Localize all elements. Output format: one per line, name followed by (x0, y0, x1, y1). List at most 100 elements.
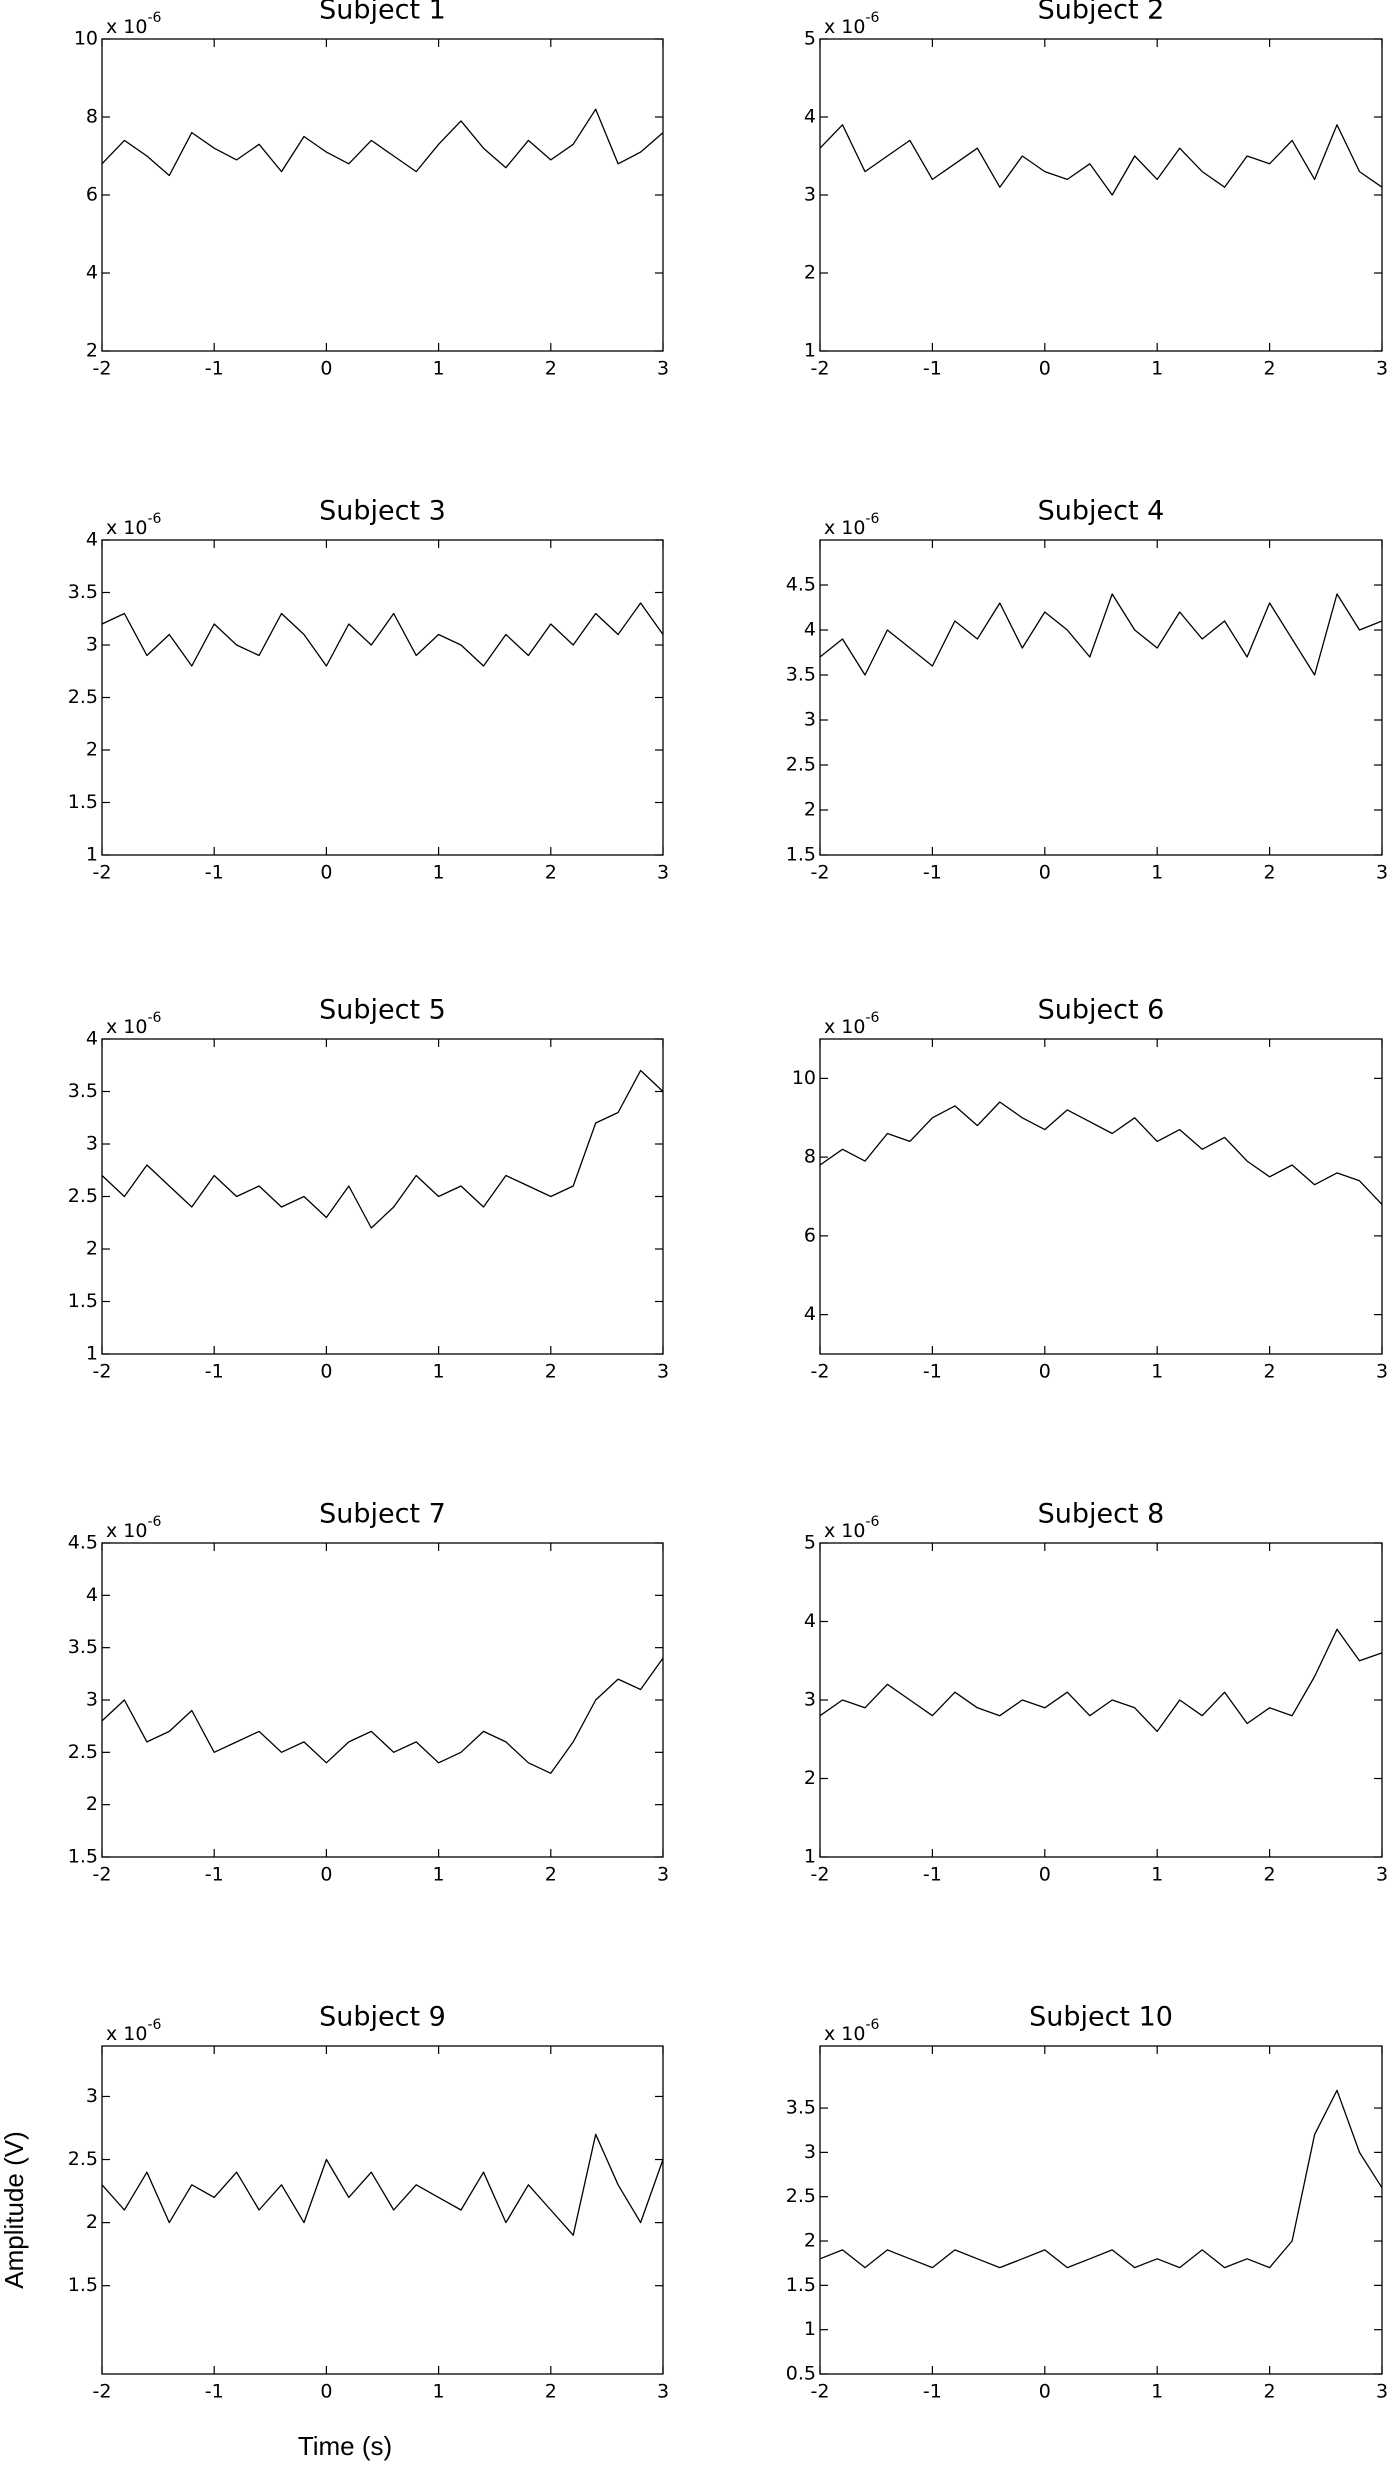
subplot-title: Subject 7 (319, 1499, 446, 1530)
x-tick-label: 1 (433, 358, 445, 380)
y-tick-label: 8 (804, 1146, 816, 1168)
y-tick-label: 2.5 (786, 2185, 816, 2207)
signal-line (101, 602, 664, 667)
x-tick-label: -1 (923, 1864, 942, 1886)
y-tick-label: 3 (86, 634, 98, 656)
multiplier-base: x 10 (824, 2023, 865, 2045)
x-tick-label: -1 (923, 1361, 942, 1383)
x-tick-label: -2 (811, 862, 830, 884)
multiplier-base: x 10 (106, 1016, 147, 1038)
axes-frame (819, 2045, 1383, 2375)
y-tick-label: 3 (804, 184, 816, 206)
axes-frame (101, 2045, 664, 2375)
y-multiplier: x 10-6 (824, 511, 880, 539)
multiplier-exponent: -6 (147, 1514, 161, 1530)
axes-frame (819, 38, 1383, 352)
x-tick-label: 0 (320, 862, 332, 884)
x-tick-label: 1 (433, 1361, 445, 1383)
y-multiplier: x 10-6 (824, 10, 880, 38)
x-tick-label: -2 (811, 2381, 830, 2403)
x-tick-label: -1 (923, 862, 942, 884)
x-tick-label: 2 (545, 358, 557, 380)
y-multiplier: x 10-6 (106, 2017, 162, 2045)
x-tick-label: -2 (93, 1864, 112, 1886)
y-tick-label: 1 (86, 1343, 98, 1365)
x-tick-label: -2 (811, 1361, 830, 1383)
y-tick-label: 3.5 (68, 1636, 98, 1658)
multiplier-base: x 10 (106, 16, 147, 38)
x-tick-label: 2 (545, 862, 557, 884)
multiplier-exponent: -6 (865, 1010, 879, 1026)
y-tick-label: 3 (804, 1689, 816, 1711)
y-tick-label: 1.5 (68, 2274, 98, 2296)
y-tick-label: 2 (86, 739, 98, 761)
x-tick-label: 1 (1151, 862, 1163, 884)
x-tick-label: 0 (320, 2381, 332, 2403)
y-tick-label: 1 (804, 2318, 816, 2340)
y-tick-label: 2 (804, 262, 816, 284)
y-tick-label: 2.5 (68, 2148, 98, 2170)
x-tick-label: 2 (1264, 1864, 1276, 1886)
x-tick-label: 1 (433, 862, 445, 884)
x-tick-label: 2 (545, 1361, 557, 1383)
axes-frame (101, 1038, 664, 1355)
subplot-title: Subject 3 (319, 496, 446, 527)
y-multiplier: x 10-6 (824, 1514, 880, 1542)
subplot-title: Subject 1 (319, 0, 446, 26)
multiplier-exponent: -6 (865, 511, 879, 527)
signal-line (819, 1628, 1383, 1733)
y-tick-label: 6 (804, 1224, 816, 1246)
subplot-title: Subject 4 (1038, 496, 1165, 527)
x-tick-label: 3 (1376, 358, 1388, 380)
y-tick-label: 5 (804, 1532, 816, 1554)
y-tick-label: 3 (86, 2085, 98, 2107)
y-tick-label: 2 (804, 1767, 816, 1789)
subplot-title: Subject 5 (319, 995, 446, 1026)
multiplier-exponent: -6 (147, 511, 161, 527)
subplot-title: Subject 8 (1038, 1499, 1165, 1530)
y-tick-label: 4 (86, 1028, 98, 1050)
y-tick-label: 4 (86, 262, 98, 284)
x-tick-label: 0 (1039, 862, 1051, 884)
multiplier-exponent: -6 (865, 10, 879, 26)
y-tick-label: 2.5 (68, 1185, 98, 1207)
y-tick-label: 2.5 (786, 754, 816, 776)
x-tick-label: 3 (657, 358, 669, 380)
axes-frame (101, 539, 664, 856)
multiplier-base: x 10 (824, 517, 865, 539)
x-tick-label: 0 (320, 358, 332, 380)
y-tick-label: 2 (86, 2211, 98, 2233)
y-tick-label: 2 (804, 2230, 816, 2252)
y-tick-label: 4 (86, 1584, 98, 1606)
multiplier-base: x 10 (106, 2023, 147, 2045)
multiplier-exponent: -6 (147, 2017, 161, 2033)
x-tick-label: 2 (545, 1864, 557, 1886)
y-tick-label: 3 (804, 709, 816, 731)
y-tick-label: 4 (804, 106, 816, 128)
subplot-title: Subject 6 (1038, 995, 1165, 1026)
y-multiplier: x 10-6 (106, 511, 162, 539)
subplot-title: Subject 9 (319, 2002, 446, 2033)
y-tick-label: 5 (804, 28, 816, 50)
y-tick-label: 1 (804, 340, 816, 362)
x-tick-label: 0 (320, 1864, 332, 1886)
multiplier-exponent: -6 (147, 1010, 161, 1026)
multiplier-exponent: -6 (865, 1514, 879, 1530)
signal-line (819, 1101, 1383, 1205)
x-tick-label: -1 (923, 358, 942, 380)
x-tick-label: -2 (93, 358, 112, 380)
signal-line (819, 2089, 1383, 2269)
x-tick-label: -2 (811, 358, 830, 380)
y-tick-label: 3.5 (786, 664, 816, 686)
x-tick-label: 1 (1151, 1361, 1163, 1383)
subplot-title: Subject 2 (1038, 0, 1165, 26)
y-tick-label: 1 (86, 844, 98, 866)
y-tick-label: 10 (74, 28, 98, 50)
y-tick-label: 10 (792, 1067, 816, 1089)
y-tick-label: 4.5 (786, 574, 816, 596)
x-tick-label: 2 (1264, 1361, 1276, 1383)
x-tick-label: 3 (1376, 862, 1388, 884)
signal-line (819, 593, 1383, 676)
y-multiplier: x 10-6 (824, 1010, 880, 1038)
y-tick-label: 4 (804, 619, 816, 641)
